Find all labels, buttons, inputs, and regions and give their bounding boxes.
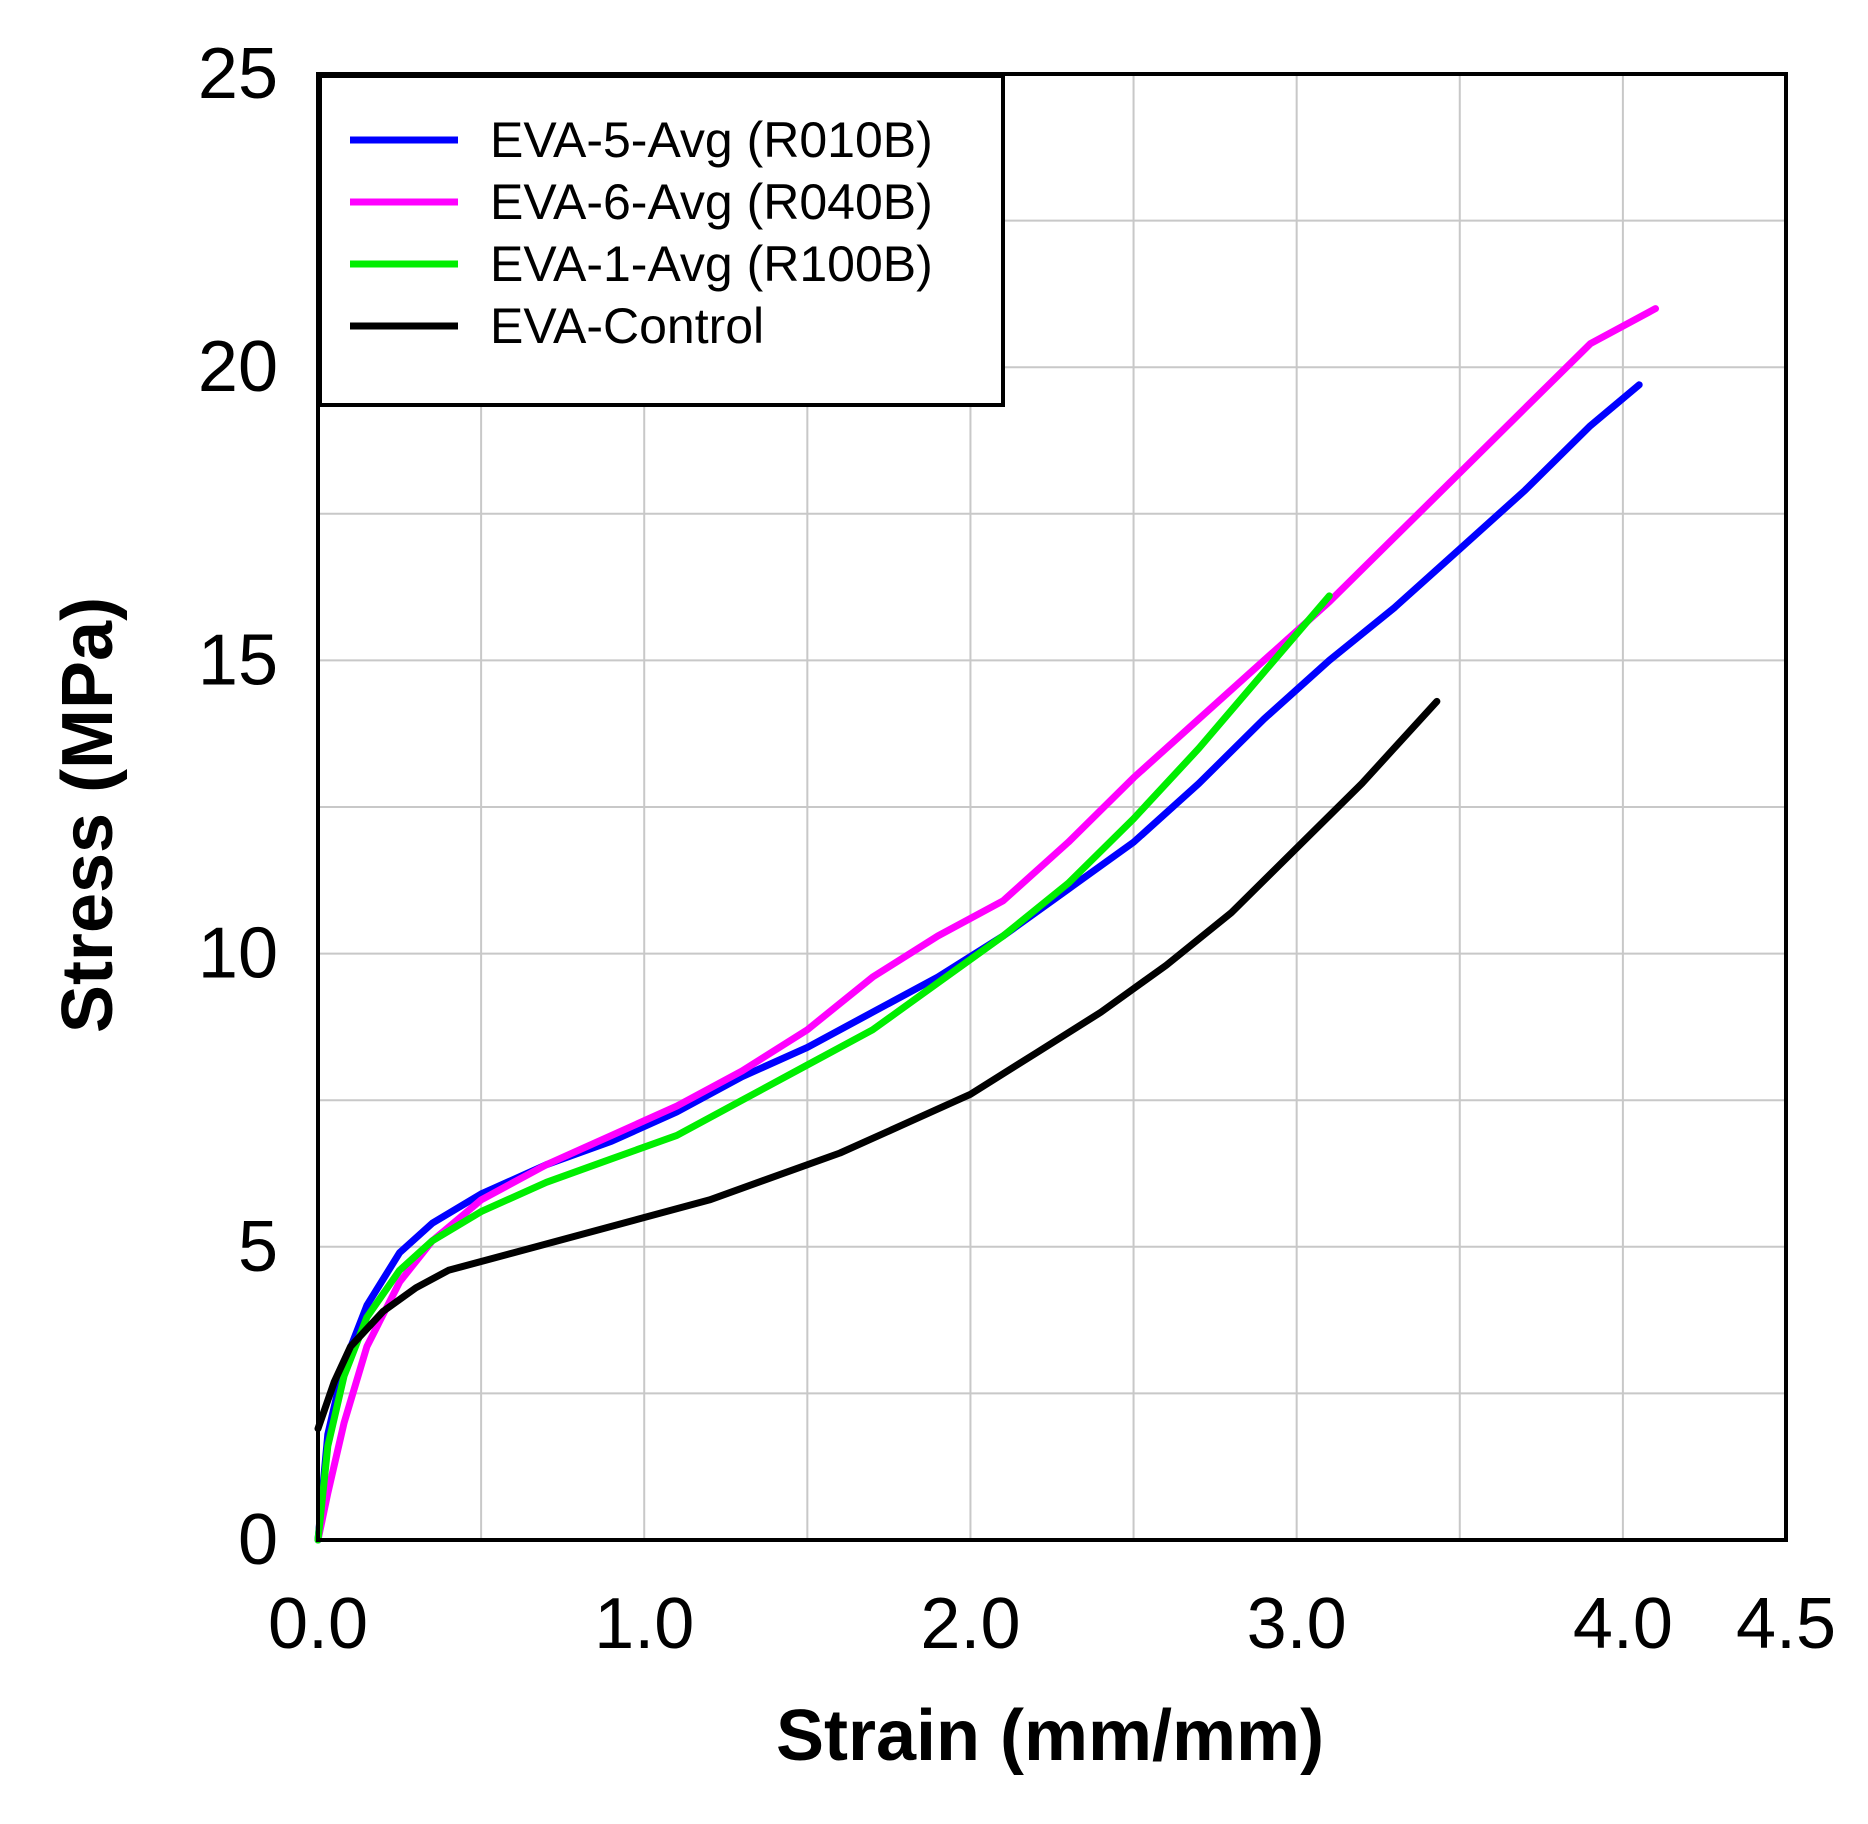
legend-label: EVA-Control (490, 298, 764, 354)
x-tick-label: 2.0 (920, 1584, 1020, 1664)
x-tick-label: 4.0 (1573, 1584, 1673, 1664)
y-axis-tick-labels: 0 5 10 15 20 25 (198, 34, 278, 1580)
series-line-2 (314, 305, 1659, 1544)
legend-label: EVA-5-Avg (R010B) (490, 112, 933, 168)
y-tick-label: 0 (238, 1500, 278, 1580)
y-tick-label: 15 (198, 620, 278, 700)
x-tick-label: 3.0 (1247, 1584, 1347, 1664)
plot-area-frame (316, 72, 1788, 1542)
series-line-3 (314, 592, 1333, 1544)
x-axis-title: Strain (mm/mm) (776, 1696, 1324, 1776)
legend-box (318, 74, 1005, 407)
y-tick-label: 5 (238, 1207, 278, 1287)
grid-lines (318, 74, 1786, 1540)
y-tick-label: 20 (198, 327, 278, 407)
series-line-4 (314, 697, 1441, 1433)
legend: EVA-5-Avg (R010B) EVA-6-Avg (R040B) EVA-1-… (318, 74, 1005, 407)
legend-items: EVA-5-Avg (R010B) EVA-6-Avg (R040B) EVA-1-… (350, 112, 933, 354)
y-tick-label: 25 (198, 34, 278, 114)
legend-label: EVA-1-Avg (R100B) (490, 236, 933, 292)
data-series (314, 305, 1659, 1544)
x-tick-label: 0.0 (268, 1584, 368, 1664)
x-tick-label: 1.0 (594, 1584, 694, 1664)
series-line-1 (314, 381, 1643, 1544)
x-axis-tick-labels: 0.0 1.0 2.0 3.0 4.0 4.5 (268, 1584, 1836, 1664)
x-tick-label: 4.5 (1736, 1584, 1836, 1664)
y-axis-title: Stress (MPa) (48, 597, 128, 1033)
y-tick-label: 10 (198, 914, 278, 994)
legend-label: EVA-6-Avg (R040B) (490, 174, 933, 230)
